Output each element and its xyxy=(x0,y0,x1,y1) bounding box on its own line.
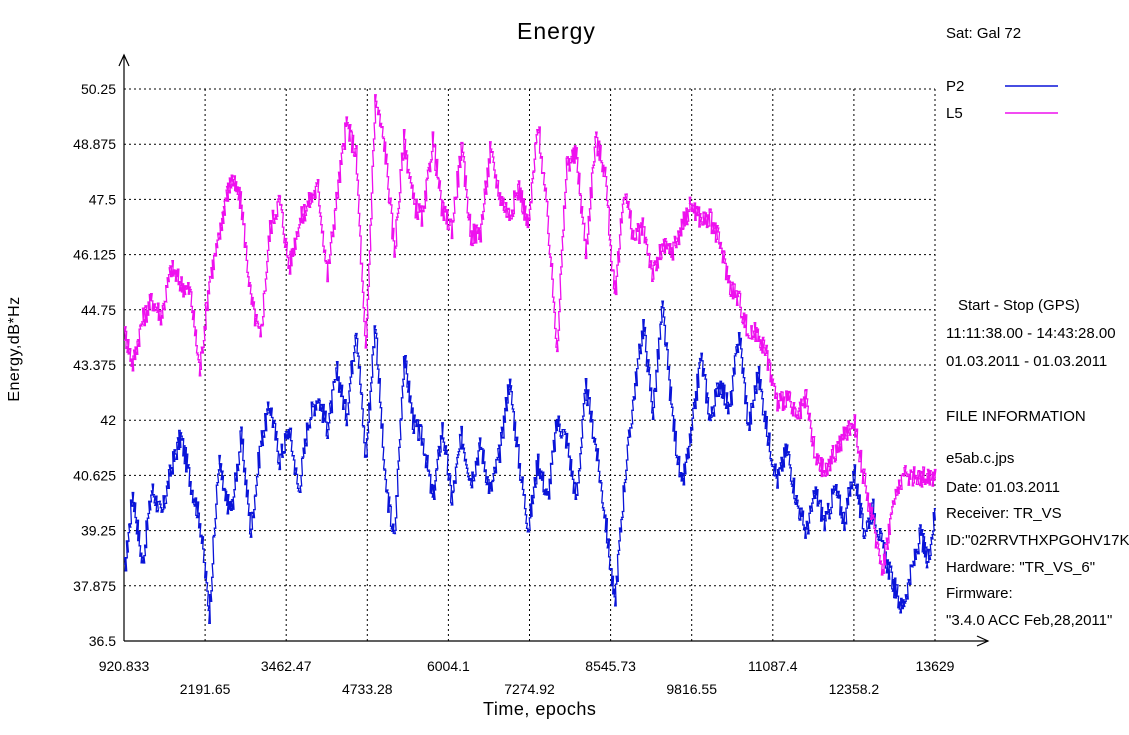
y-tick-label: 37.875 xyxy=(73,578,116,594)
x-tick-label: 4733.28 xyxy=(342,681,393,697)
chart-title: Energy xyxy=(517,18,596,44)
firmware-label: Firmware: xyxy=(946,585,1013,602)
file-date: Date: 01.03.2011 xyxy=(946,479,1060,496)
x-tick-label: 12358.2 xyxy=(829,681,880,697)
y-tick-label: 42 xyxy=(100,412,116,428)
legend xyxy=(1005,85,1058,114)
receiver: Receiver: TR_VS xyxy=(946,505,1062,522)
series-line-p2 xyxy=(123,300,937,624)
file-info-heading: FILE INFORMATION xyxy=(946,408,1086,425)
y-tick-label: 43.375 xyxy=(73,357,116,373)
x-axis-label: Time, epochs xyxy=(483,699,597,719)
legend-label-l5: L5 xyxy=(946,105,963,122)
x-tick-label: 8545.73 xyxy=(585,658,636,674)
x-tick-label: 11087.4 xyxy=(748,658,798,674)
x-axis-arrow xyxy=(976,635,990,647)
y-tick-label: 50.25 xyxy=(81,81,116,97)
y-tick-label: 47.5 xyxy=(89,191,116,207)
date-range: 01.03.2011 - 01.03.2011 xyxy=(946,353,1108,370)
x-tick-label: 2191.65 xyxy=(180,681,231,697)
hardware: Hardware: "TR_VS_6" xyxy=(946,559,1096,576)
satellite-label: Sat: Gal 72 xyxy=(946,25,1022,42)
start-stop-label: Start - Stop (GPS) xyxy=(958,297,1080,314)
y-tick-label: 48.875 xyxy=(73,136,116,152)
time-range: 11:11:38.00 - 14:43:28.00 xyxy=(946,325,1116,342)
legend-label-p2: P2 xyxy=(946,78,965,95)
y-tick-label: 36.5 xyxy=(89,633,116,649)
y-tick-label: 40.625 xyxy=(73,467,116,483)
y-axis-label: Energy,dB*Hz xyxy=(6,296,23,402)
y-tick-label: 46.125 xyxy=(73,247,116,263)
file-name: e5ab.c.jps xyxy=(946,450,1015,467)
series-lines xyxy=(123,94,937,624)
y-tick-label: 39.25 xyxy=(81,523,116,539)
receiver-id: ID:"02RRVTHXPGOHV17K xyxy=(946,532,1129,549)
grid-lines xyxy=(124,88,936,641)
x-tick-label: 3462.47 xyxy=(261,658,312,674)
series-line-l5 xyxy=(123,94,937,576)
y-axis-arrow xyxy=(118,53,130,67)
tick-labels: 920.833 2191.65 3462.47 4733.28 6004.1 7274.9… xyxy=(73,81,955,697)
x-tick-label: 9816.55 xyxy=(666,681,717,697)
axes xyxy=(118,53,990,647)
x-tick-label: 920.833 xyxy=(99,658,150,674)
x-tick-label: 6004.1 xyxy=(427,658,470,674)
x-tick-label: 13629 xyxy=(916,658,955,674)
x-tick-label: 7274.92 xyxy=(504,681,555,697)
y-tick-label: 44.75 xyxy=(81,302,116,318)
firmware-value: "3.4.0 ACC Feb,28,2011" xyxy=(946,612,1113,629)
